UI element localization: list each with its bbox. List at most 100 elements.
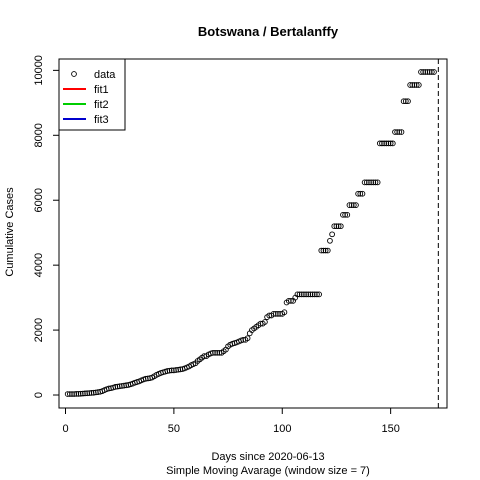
data-point (311, 291, 318, 298)
data-point (361, 179, 368, 186)
data-point (316, 291, 322, 298)
data-point (420, 69, 427, 75)
data-point (415, 82, 422, 88)
data-point (426, 69, 433, 75)
data-point (413, 82, 420, 88)
data-point (357, 190, 364, 197)
data-point (270, 311, 277, 317)
legend-label-fit2: fit2 (94, 99, 109, 111)
data-point (296, 291, 303, 298)
legend-symbol-data (71, 71, 77, 77)
data-point (337, 223, 344, 230)
y-tick-label: 2000 (33, 318, 45, 342)
data-point (210, 349, 216, 356)
data-point (428, 69, 435, 75)
data-points (64, 69, 437, 397)
data-point (333, 223, 340, 230)
data-point (353, 202, 359, 208)
legend-label-fit1: fit1 (94, 84, 109, 96)
data-point (407, 82, 414, 88)
legend-box (58, 58, 126, 131)
y-tick-label: 0 (33, 392, 45, 398)
x-axis-label: Days since 2020-06-13 (211, 451, 324, 463)
data-point (385, 140, 392, 147)
data-point (335, 223, 342, 230)
legend: data fit1 fit2 fit3 (58, 58, 126, 131)
data-point (212, 349, 218, 356)
data-point (387, 140, 394, 147)
data-point (350, 202, 357, 208)
x-tick-label: 50 (168, 423, 180, 435)
data-point (372, 179, 379, 186)
data-point (363, 179, 370, 186)
data-point (402, 98, 409, 105)
data-point (396, 129, 403, 135)
data-point (307, 291, 314, 298)
legend-label-data: data (94, 69, 116, 81)
data-point (314, 291, 320, 298)
data-point (69, 391, 75, 397)
data-point (288, 298, 294, 304)
legend-label-fit3: fit3 (94, 114, 109, 126)
data-point (348, 202, 355, 208)
chart-title: Botswana / Bertalanffy (198, 24, 339, 39)
data-point (309, 291, 316, 298)
data-point (322, 247, 329, 254)
data-point (340, 211, 346, 218)
data-point (281, 309, 288, 316)
data-point (214, 349, 221, 356)
data-point (366, 179, 372, 186)
x-tick-label: 150 (381, 423, 399, 435)
data-point (64, 391, 71, 397)
data-point (294, 291, 301, 298)
data-point (298, 291, 305, 298)
data-point (344, 211, 351, 218)
data-point (320, 247, 327, 254)
data-point (342, 211, 348, 218)
data-point (405, 98, 411, 105)
data-point (272, 311, 279, 317)
y-axis: 0 2000 4000 6000 8000 10000 (33, 55, 60, 398)
y-tick-label: 8000 (33, 123, 45, 147)
data-point (394, 129, 400, 135)
data-point (392, 129, 398, 135)
y-tick-label: 6000 (33, 188, 45, 212)
x-axis: 0 50 100 150 (62, 407, 400, 435)
data-point (301, 291, 307, 298)
x-tick-label: 100 (273, 423, 291, 435)
data-point (400, 98, 407, 105)
data-point (346, 202, 353, 208)
data-point (379, 140, 385, 147)
data-point (327, 237, 333, 244)
x-tick-label: 0 (62, 423, 68, 435)
data-point (329, 231, 335, 238)
data-point (324, 247, 331, 254)
data-point (376, 140, 383, 147)
data-point (368, 179, 374, 186)
data-point (285, 298, 292, 304)
data-point (305, 291, 312, 298)
data-point (318, 247, 325, 254)
data-point (71, 391, 78, 397)
data-point (303, 291, 309, 298)
data-point (398, 129, 405, 135)
data-point (381, 140, 387, 147)
y-tick-label: 10000 (33, 55, 45, 86)
data-point (431, 69, 437, 75)
data-point (374, 179, 381, 186)
data-point (275, 311, 281, 317)
y-tick-label: 4000 (33, 253, 45, 277)
data-point (383, 140, 390, 147)
data-point (73, 391, 80, 397)
data-point (389, 140, 396, 147)
y-axis-label: Cumulative Cases (4, 187, 16, 277)
data-point (418, 69, 424, 75)
data-point (370, 179, 377, 186)
data-point (409, 82, 416, 88)
data-point (66, 391, 73, 397)
data-point (244, 335, 251, 342)
data-point (424, 69, 431, 75)
data-point (359, 190, 366, 197)
data-point (422, 69, 429, 75)
